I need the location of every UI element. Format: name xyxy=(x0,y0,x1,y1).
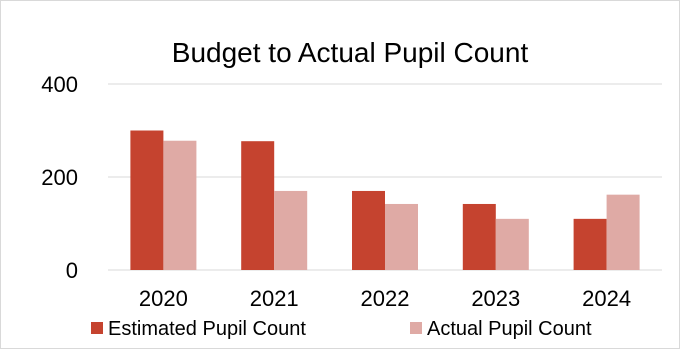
bar-estimated-2020 xyxy=(130,130,164,270)
y-tick-label: 200 xyxy=(41,165,78,190)
legend-swatch xyxy=(91,322,103,334)
legend: Estimated Pupil Count Actual Pupil Count xyxy=(91,318,592,340)
bar-actual-2023 xyxy=(495,218,529,270)
x-tick-label: 2022 xyxy=(361,286,410,311)
x-tick-label: 2024 xyxy=(582,286,631,311)
legend-label: Estimated Pupil Count xyxy=(108,318,306,340)
bar-actual-2022 xyxy=(385,203,418,270)
x-tick-label: 2020 xyxy=(139,286,188,311)
chart-title: Budget to Actual Pupil Count xyxy=(172,37,529,68)
y-tick-label: 0 xyxy=(66,258,78,283)
legend-swatch xyxy=(410,322,422,334)
bar-actual-2020 xyxy=(163,140,197,270)
legend-label: Actual Pupil Count xyxy=(427,318,592,340)
bar-estimated-2021 xyxy=(241,141,275,270)
bar-estimated-2024 xyxy=(573,218,607,270)
bars xyxy=(130,130,640,270)
y-tick-label: 400 xyxy=(41,72,78,97)
bar-estimated-2022 xyxy=(352,190,385,270)
bar-actual-2024 xyxy=(606,194,640,270)
bar-estimated-2023 xyxy=(462,203,496,270)
bar-actual-2021 xyxy=(274,190,308,270)
x-tick-label: 2021 xyxy=(250,286,299,311)
x-tick-label: 2023 xyxy=(471,286,520,311)
x-axis-ticks: 2020 2021 2022 2023 2024 xyxy=(139,286,631,311)
y-axis-ticks: 0 200 400 xyxy=(41,72,78,283)
